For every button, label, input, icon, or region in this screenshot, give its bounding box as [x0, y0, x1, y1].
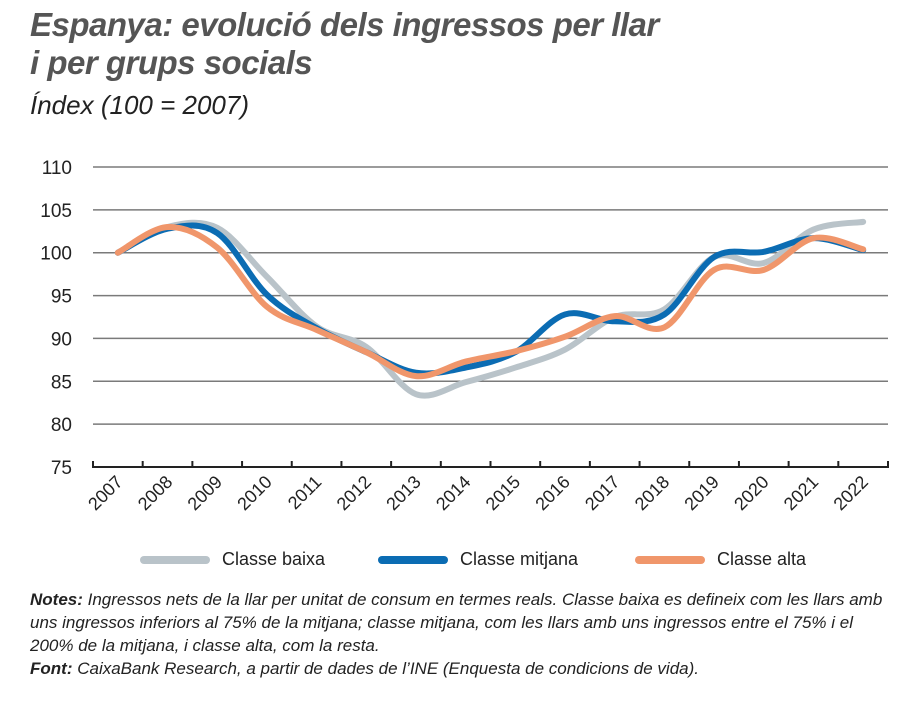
x-tick-label: 2022: [830, 472, 872, 514]
x-tick-label: 2008: [134, 472, 176, 514]
x-tick-label: 2019: [680, 472, 722, 514]
x-tick-label: 2015: [482, 472, 524, 514]
chart-subtitle: Índex (100 = 2007): [30, 90, 249, 120]
notes-paragraph: Notes: Ingressos nets de la llar per uni…: [30, 588, 890, 657]
source-paragraph: Font: CaixaBank Research, a partir de da…: [30, 657, 890, 680]
y-tick-label: 85: [51, 372, 72, 393]
x-tick-label: 2011: [284, 472, 326, 514]
series-line-2: [114, 223, 867, 380]
notes-text: Ingressos nets de la llar per unitat de …: [30, 590, 883, 655]
x-tick-label: 2021: [780, 472, 822, 514]
series-line-0: [114, 218, 867, 399]
legend-item-alta: Classe alta: [635, 549, 806, 570]
legend-label: Classe mitjana: [460, 549, 579, 569]
chart-title: Espanya: evolució dels ingressos per lla…: [30, 6, 659, 82]
legend-item-baixa: Classe baixa: [140, 549, 325, 570]
x-tick-label: 2007: [84, 472, 126, 514]
y-tick-label: 90: [51, 329, 72, 350]
notes: Notes: Ingressos nets de la llar per uni…: [30, 588, 890, 680]
source-text: CaixaBank Research, a partir de dades de…: [72, 659, 700, 678]
legend-label: Classe baixa: [222, 549, 326, 569]
legend-swatch: [140, 555, 210, 564]
y-tick-label: 75: [51, 458, 72, 479]
y-tick-label: 95: [51, 287, 72, 308]
y-tick-label: 105: [40, 201, 72, 222]
x-tick-label: 2010: [233, 472, 275, 514]
x-tick-label: 2016: [531, 472, 573, 514]
source-label: Font:: [30, 659, 73, 678]
title-line-2: i per grups socials: [30, 44, 313, 81]
y-tick-label: 110: [42, 158, 72, 179]
legend-swatch: [635, 555, 705, 564]
legend-item-mitjana: Classe mitjana: [378, 549, 578, 570]
x-tick-label: 2009: [184, 472, 226, 514]
x-tick-label: 2018: [631, 472, 673, 514]
x-tick-label: 2017: [581, 472, 623, 514]
legend-label: Classe alta: [717, 549, 807, 569]
x-tick-label: 2012: [333, 472, 375, 514]
x-tick-label: 2013: [382, 472, 424, 514]
legend-swatch: [378, 555, 448, 564]
series-line-1: [114, 222, 867, 377]
x-tick-label: 2014: [432, 472, 474, 514]
notes-label: Notes:: [30, 590, 83, 609]
x-tick-label: 2020: [730, 472, 772, 514]
title-line-1: Espanya: evolució dels ingressos per lla…: [30, 6, 659, 43]
y-tick-label: 100: [40, 244, 72, 265]
y-tick-label: 80: [51, 415, 72, 436]
